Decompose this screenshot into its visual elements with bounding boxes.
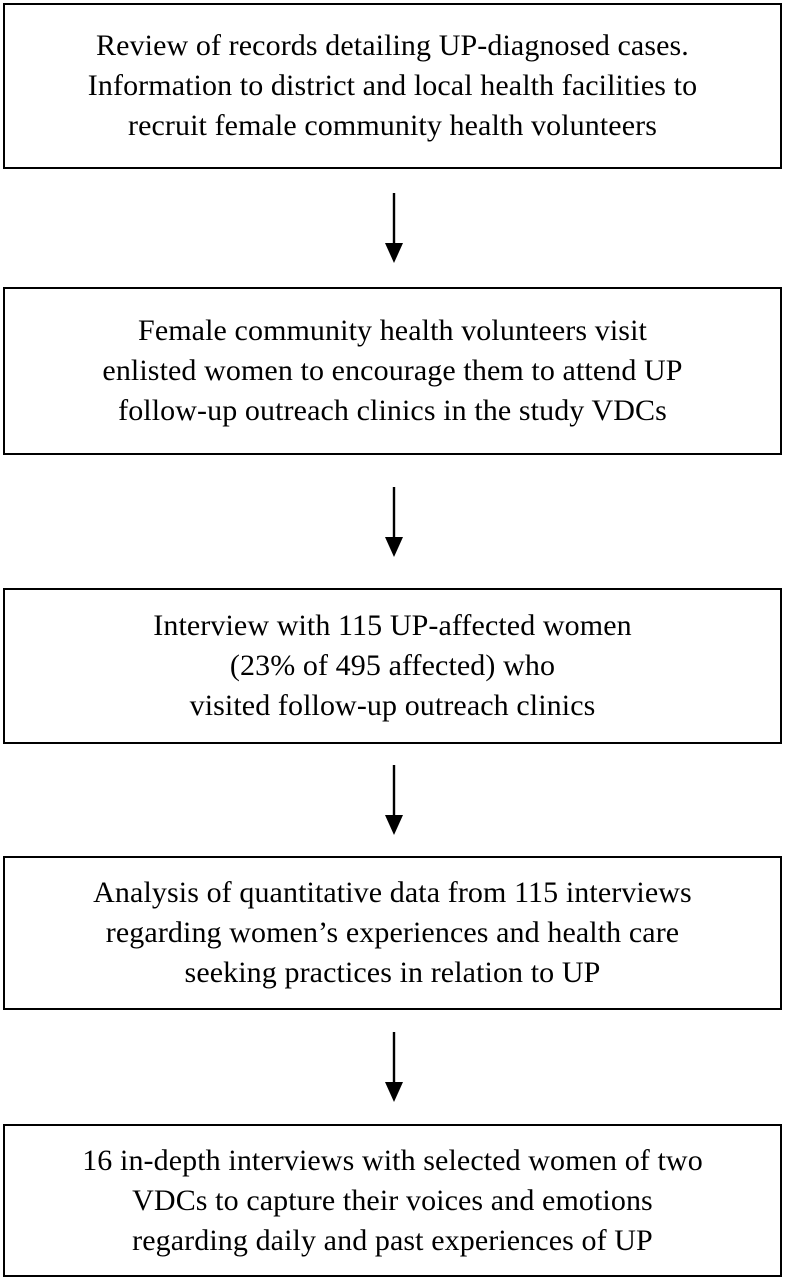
down-arrow-4	[385, 1032, 403, 1102]
step-2-line-2: enlisted women to encourage them to atte…	[102, 354, 683, 387]
down-arrow-3	[385, 765, 403, 835]
step-5-line-1: 16 in-depth interviews with selected wom…	[82, 1143, 703, 1177]
step-4-line-1: Analysis of quantitative data from 115 i…	[93, 876, 692, 909]
flowchart-step-1-box: Review of records detailing UP-diagnosed…	[3, 3, 782, 169]
down-arrow-1	[385, 193, 403, 263]
step-5-line-2: VDCs to capture their voices and emotion…	[132, 1183, 653, 1217]
step-2-line-3: follow-up outreach clinics in the study …	[118, 394, 667, 427]
step-3-line-2: (23% of 495 affected) who	[229, 649, 556, 682]
flowchart-step-5-text: 16 in-depth interviews with selected wom…	[82, 1141, 703, 1261]
step-4-line-3: seeking practices in relation to UP	[184, 956, 601, 989]
flowchart-step-5-box: 16 in-depth interviews with selected wom…	[3, 1124, 782, 1277]
step-5-line-3: regarding daily and past experiences of …	[132, 1223, 653, 1257]
flowchart-step-4-box: Analysis of quantitative data from 115 i…	[3, 856, 782, 1010]
step-3-line-3: visited follow-up outreach clinics	[189, 689, 596, 722]
step-1-line-1: Review of records detailing UP-diagnosed…	[96, 29, 689, 62]
flowchart-step-2-box: Female community health volunteers visit…	[3, 287, 782, 455]
step-4-line-2: regarding women’s experiences and health…	[105, 916, 680, 949]
down-arrow-2	[385, 487, 403, 557]
flowchart-step-3-text: Interview with 115 UP-affected women (23…	[153, 606, 631, 726]
step-1-line-3: recruit female community health voluntee…	[127, 109, 657, 142]
step-3-line-1: Interview with 115 UP-affected women	[153, 609, 632, 642]
flowchart-step-3-box: Interview with 115 UP-affected women (23…	[3, 588, 782, 744]
flowchart-step-4-text: Analysis of quantitative data from 115 i…	[93, 873, 692, 993]
flowchart-step-2-text: Female community health volunteers visit…	[102, 311, 682, 431]
step-2-line-1: Female community health volunteers visit	[138, 314, 647, 347]
flowchart-step-1-text: Review of records detailing UP-diagnosed…	[88, 26, 697, 146]
step-1-line-2: Information to district and local health…	[87, 69, 698, 102]
